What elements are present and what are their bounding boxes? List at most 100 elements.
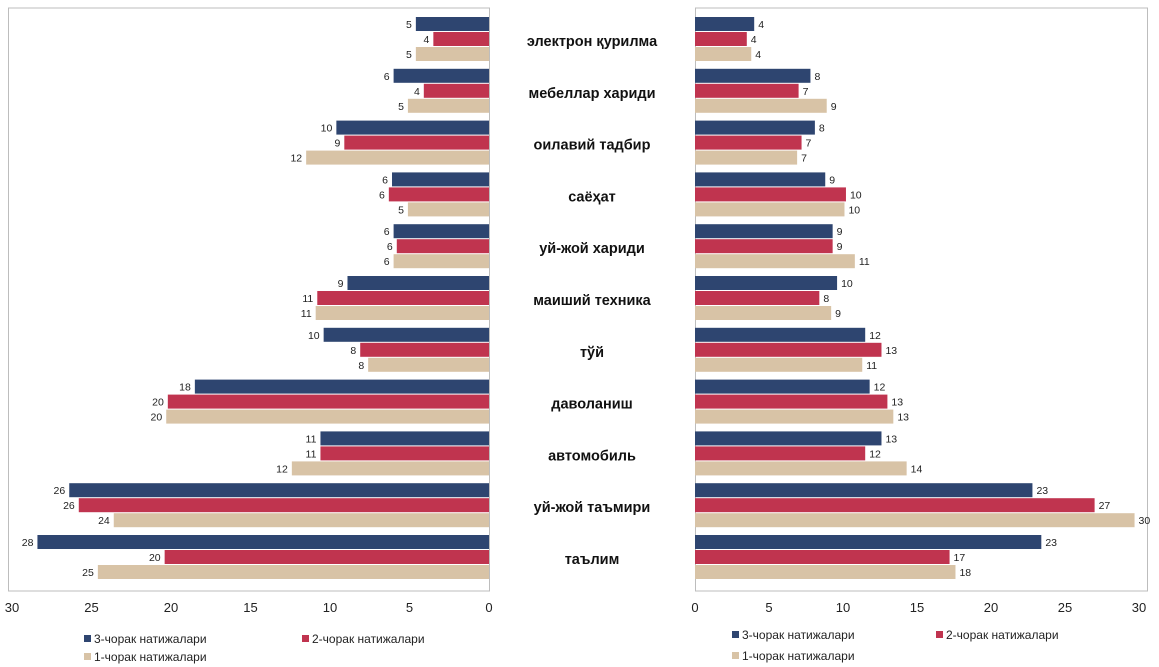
left-data-label: 20 bbox=[151, 412, 163, 424]
right-bar-q2 bbox=[695, 135, 802, 150]
right-bar-q3 bbox=[695, 535, 1042, 549]
right-x-tick-label: 25 bbox=[1058, 600, 1072, 615]
left-data-label: 25 bbox=[82, 567, 94, 579]
left-data-label: 5 bbox=[398, 204, 404, 216]
right-bar-q3 bbox=[695, 327, 866, 342]
right-bar-q3 bbox=[695, 276, 838, 290]
right-bar-q2 bbox=[695, 239, 833, 254]
right-bar-q1 bbox=[695, 202, 845, 217]
left-bar-q1 bbox=[407, 98, 489, 113]
right-bar-q2 bbox=[695, 187, 846, 202]
left-legend-label: 3-чорак натижалари bbox=[94, 632, 207, 646]
left-data-label: 28 bbox=[22, 537, 34, 549]
category-label: уй-жой хариди bbox=[539, 241, 645, 257]
category-label: тўй bbox=[580, 345, 604, 361]
right-bar-q3 bbox=[695, 17, 755, 31]
right-data-label: 18 bbox=[959, 567, 971, 579]
left-bar-q3 bbox=[336, 120, 489, 135]
category-label: саёҳат bbox=[568, 189, 616, 205]
right-data-label: 12 bbox=[869, 330, 881, 342]
left-bar-q1 bbox=[368, 357, 489, 372]
right-data-label: 12 bbox=[869, 448, 881, 460]
left-legend-label: 2-чорак натижалари bbox=[312, 632, 425, 646]
right-data-label: 17 bbox=[954, 552, 966, 564]
category-label: мебеллар хариди bbox=[528, 86, 655, 102]
right-bar-q1 bbox=[695, 461, 907, 476]
right-x-tick-label: 10 bbox=[836, 600, 850, 615]
right-data-label: 9 bbox=[829, 174, 835, 186]
left-bar-q2 bbox=[433, 32, 489, 46]
right-data-label: 27 bbox=[1099, 500, 1111, 512]
right-data-label: 12 bbox=[874, 382, 886, 394]
right-data-label: 4 bbox=[755, 49, 761, 61]
right-bar-q2 bbox=[695, 291, 820, 305]
left-bar-q1 bbox=[306, 150, 489, 165]
left-data-label: 9 bbox=[334, 138, 340, 150]
right-data-label: 23 bbox=[1045, 537, 1057, 549]
left-bar-q1 bbox=[407, 202, 489, 217]
right-x-tick-label: 0 bbox=[691, 600, 698, 615]
category-label: уй-жой таъмири bbox=[534, 500, 651, 516]
left-data-label: 20 bbox=[152, 397, 164, 409]
right-data-label: 4 bbox=[751, 34, 757, 46]
right-bar-q3 bbox=[695, 379, 870, 394]
right-data-label: 23 bbox=[1036, 485, 1048, 497]
right-bar-q1 bbox=[695, 513, 1135, 528]
right-legend-swatch bbox=[936, 631, 943, 638]
left-bar-q3 bbox=[393, 224, 489, 239]
left-bar-q3 bbox=[320, 431, 489, 446]
left-data-label: 4 bbox=[414, 86, 420, 98]
left-data-label: 9 bbox=[338, 278, 344, 290]
left-bar-q3 bbox=[415, 17, 489, 31]
right-bar-q3 bbox=[695, 483, 1033, 498]
right-bar-q3 bbox=[695, 431, 882, 446]
right-data-label: 13 bbox=[885, 345, 897, 357]
right-data-label: 13 bbox=[891, 397, 903, 409]
right-data-label: 9 bbox=[831, 101, 837, 113]
left-data-label: 11 bbox=[306, 433, 317, 445]
left-legend-swatch bbox=[84, 635, 91, 642]
right-data-label: 9 bbox=[835, 308, 841, 320]
left-bar-q3 bbox=[194, 379, 489, 394]
right-data-label: 14 bbox=[911, 463, 923, 475]
right-x-tick-label: 20 bbox=[984, 600, 998, 615]
right-data-label: 9 bbox=[837, 241, 843, 253]
right-bar-q2 bbox=[695, 342, 882, 357]
left-x-tick-label: 20 bbox=[164, 600, 178, 615]
category-label: таълим bbox=[565, 552, 620, 568]
left-bar-q2 bbox=[164, 550, 489, 564]
right-bar-q1 bbox=[695, 98, 827, 113]
left-data-label: 10 bbox=[321, 123, 333, 135]
left-data-label: 6 bbox=[384, 256, 390, 268]
right-bar-q2 bbox=[695, 446, 866, 461]
left-data-label: 11 bbox=[302, 293, 313, 305]
left-data-label: 26 bbox=[54, 485, 66, 497]
right-bar-q2 bbox=[695, 83, 799, 98]
left-data-label: 24 bbox=[98, 515, 110, 527]
right-data-label: 7 bbox=[801, 153, 807, 165]
left-data-label: 11 bbox=[301, 308, 312, 320]
right-bar-q1 bbox=[695, 150, 798, 165]
left-bar-q1 bbox=[291, 461, 489, 476]
right-bar-q1 bbox=[695, 254, 855, 269]
right-legend-swatch bbox=[732, 652, 739, 659]
left-data-label: 6 bbox=[382, 174, 388, 186]
right-data-label: 4 bbox=[758, 19, 764, 31]
right-data-label: 13 bbox=[885, 433, 897, 445]
right-legend-label: 3-чорак натижалари bbox=[742, 628, 855, 642]
right-data-label: 11 bbox=[866, 360, 877, 372]
left-bar-q2 bbox=[396, 239, 489, 254]
right-bar-q1 bbox=[695, 306, 832, 320]
left-legend-swatch bbox=[84, 653, 91, 660]
right-bar-q1 bbox=[695, 409, 894, 424]
left-data-label: 11 bbox=[306, 448, 317, 460]
right-data-label: 8 bbox=[823, 293, 829, 305]
left-bar-q3 bbox=[69, 483, 490, 498]
right-bar-q2 bbox=[695, 394, 888, 409]
right-bar-q3 bbox=[695, 224, 833, 239]
category-label: оилавий тадбир bbox=[534, 138, 651, 154]
left-x-tick-label: 0 bbox=[485, 600, 492, 615]
left-data-label: 6 bbox=[387, 241, 393, 253]
left-bar-q2 bbox=[344, 135, 489, 150]
left-bar-q1 bbox=[97, 565, 490, 579]
